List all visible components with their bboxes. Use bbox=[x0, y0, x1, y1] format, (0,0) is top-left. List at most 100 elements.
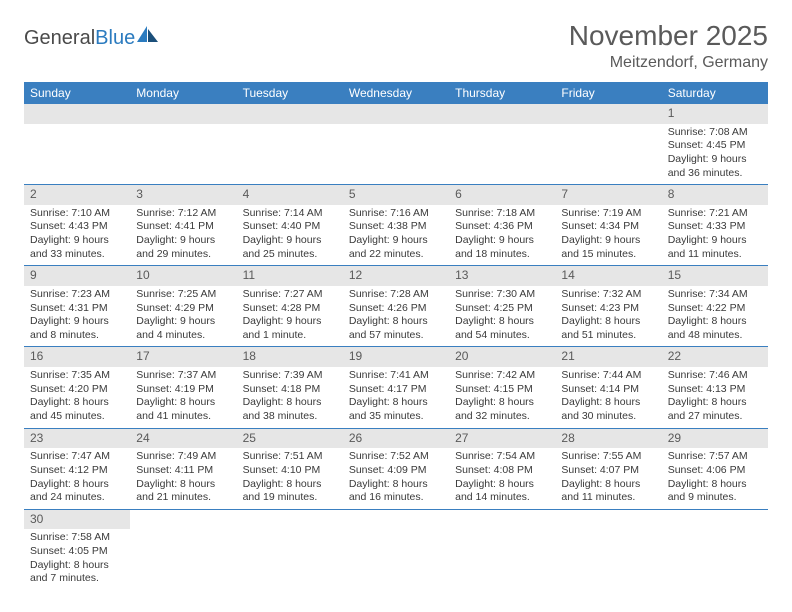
day-number: 26 bbox=[343, 429, 449, 449]
day-body: Sunrise: 7:46 AMSunset: 4:13 PMDaylight:… bbox=[662, 367, 768, 428]
daylight-text-2: and 25 minutes. bbox=[243, 248, 337, 262]
day-num-empty bbox=[555, 104, 661, 124]
day-body: Sunrise: 7:35 AMSunset: 4:20 PMDaylight:… bbox=[24, 367, 130, 428]
sunrise-text: Sunrise: 7:42 AM bbox=[455, 369, 549, 383]
day-body: Sunrise: 7:23 AMSunset: 4:31 PMDaylight:… bbox=[24, 286, 130, 347]
sunset-text: Sunset: 4:34 PM bbox=[561, 220, 655, 234]
logo: GeneralBlue bbox=[24, 20, 159, 50]
day-number: 7 bbox=[555, 185, 661, 205]
day-number: 9 bbox=[24, 266, 130, 286]
sunrise-text: Sunrise: 7:58 AM bbox=[30, 531, 124, 545]
day-cell: 5Sunrise: 7:16 AMSunset: 4:38 PMDaylight… bbox=[343, 185, 449, 266]
daylight-text-1: Daylight: 8 hours bbox=[243, 396, 337, 410]
week-row: 2Sunrise: 7:10 AMSunset: 4:43 PMDaylight… bbox=[24, 185, 768, 266]
daylight-text-1: Daylight: 9 hours bbox=[30, 234, 124, 248]
day-cell: 10Sunrise: 7:25 AMSunset: 4:29 PMDayligh… bbox=[130, 266, 236, 347]
daylight-text-1: Daylight: 8 hours bbox=[455, 396, 549, 410]
day-number: 23 bbox=[24, 429, 130, 449]
sunset-text: Sunset: 4:38 PM bbox=[349, 220, 443, 234]
day-cell bbox=[24, 104, 130, 185]
title-block: November 2025 Meitzendorf, Germany bbox=[569, 20, 768, 72]
daylight-text-1: Daylight: 8 hours bbox=[243, 478, 337, 492]
logo-text-1: General bbox=[24, 27, 95, 50]
day-header-sunday: Sunday bbox=[24, 82, 130, 104]
sunrise-text: Sunrise: 7:19 AM bbox=[561, 207, 655, 221]
daylight-text-1: Daylight: 9 hours bbox=[455, 234, 549, 248]
daylight-text-1: Daylight: 8 hours bbox=[30, 478, 124, 492]
day-body: Sunrise: 7:58 AMSunset: 4:05 PMDaylight:… bbox=[24, 529, 130, 590]
day-body: Sunrise: 7:16 AMSunset: 4:38 PMDaylight:… bbox=[343, 205, 449, 266]
daylight-text-1: Daylight: 8 hours bbox=[668, 478, 762, 492]
sunrise-text: Sunrise: 7:25 AM bbox=[136, 288, 230, 302]
sunrise-text: Sunrise: 7:49 AM bbox=[136, 450, 230, 464]
sunrise-text: Sunrise: 7:18 AM bbox=[455, 207, 549, 221]
day-cell bbox=[130, 104, 236, 185]
day-cell bbox=[449, 104, 555, 185]
day-cell: 29Sunrise: 7:57 AMSunset: 4:06 PMDayligh… bbox=[662, 428, 768, 509]
day-number: 27 bbox=[449, 429, 555, 449]
day-cell: 27Sunrise: 7:54 AMSunset: 4:08 PMDayligh… bbox=[449, 428, 555, 509]
sunset-text: Sunset: 4:28 PM bbox=[243, 302, 337, 316]
day-body: Sunrise: 7:51 AMSunset: 4:10 PMDaylight:… bbox=[237, 448, 343, 509]
day-cell: 11Sunrise: 7:27 AMSunset: 4:28 PMDayligh… bbox=[237, 266, 343, 347]
day-cell bbox=[343, 509, 449, 590]
day-number: 2 bbox=[24, 185, 130, 205]
sunrise-text: Sunrise: 7:41 AM bbox=[349, 369, 443, 383]
sunrise-text: Sunrise: 7:55 AM bbox=[561, 450, 655, 464]
day-number: 24 bbox=[130, 429, 236, 449]
day-cell: 16Sunrise: 7:35 AMSunset: 4:20 PMDayligh… bbox=[24, 347, 130, 428]
day-cell bbox=[449, 509, 555, 590]
day-header-row: Sunday Monday Tuesday Wednesday Thursday… bbox=[24, 82, 768, 104]
sunset-text: Sunset: 4:33 PM bbox=[668, 220, 762, 234]
daylight-text-1: Daylight: 8 hours bbox=[668, 315, 762, 329]
sunrise-text: Sunrise: 7:12 AM bbox=[136, 207, 230, 221]
day-cell: 18Sunrise: 7:39 AMSunset: 4:18 PMDayligh… bbox=[237, 347, 343, 428]
day-header-monday: Monday bbox=[130, 82, 236, 104]
daylight-text-2: and 11 minutes. bbox=[668, 248, 762, 262]
day-cell: 12Sunrise: 7:28 AMSunset: 4:26 PMDayligh… bbox=[343, 266, 449, 347]
sunrise-text: Sunrise: 7:23 AM bbox=[30, 288, 124, 302]
day-cell: 2Sunrise: 7:10 AMSunset: 4:43 PMDaylight… bbox=[24, 185, 130, 266]
sunrise-text: Sunrise: 7:28 AM bbox=[349, 288, 443, 302]
sunrise-text: Sunrise: 7:52 AM bbox=[349, 450, 443, 464]
sunrise-text: Sunrise: 7:32 AM bbox=[561, 288, 655, 302]
sunset-text: Sunset: 4:15 PM bbox=[455, 383, 549, 397]
day-cell: 17Sunrise: 7:37 AMSunset: 4:19 PMDayligh… bbox=[130, 347, 236, 428]
daylight-text-1: Daylight: 9 hours bbox=[561, 234, 655, 248]
daylight-text-1: Daylight: 8 hours bbox=[561, 478, 655, 492]
daylight-text-2: and 35 minutes. bbox=[349, 410, 443, 424]
daylight-text-2: and 1 minute. bbox=[243, 329, 337, 343]
sunrise-text: Sunrise: 7:39 AM bbox=[243, 369, 337, 383]
day-number: 16 bbox=[24, 347, 130, 367]
sunset-text: Sunset: 4:41 PM bbox=[136, 220, 230, 234]
day-body: Sunrise: 7:39 AMSunset: 4:18 PMDaylight:… bbox=[237, 367, 343, 428]
daylight-text-2: and 7 minutes. bbox=[30, 572, 124, 586]
day-number: 25 bbox=[237, 429, 343, 449]
daylight-text-1: Daylight: 8 hours bbox=[349, 315, 443, 329]
day-cell bbox=[130, 509, 236, 590]
sunset-text: Sunset: 4:19 PM bbox=[136, 383, 230, 397]
daylight-text-2: and 11 minutes. bbox=[561, 491, 655, 505]
daylight-text-1: Daylight: 8 hours bbox=[349, 396, 443, 410]
day-body: Sunrise: 7:55 AMSunset: 4:07 PMDaylight:… bbox=[555, 448, 661, 509]
sunset-text: Sunset: 4:31 PM bbox=[30, 302, 124, 316]
header: GeneralBlue November 2025 Meitzendorf, G… bbox=[24, 20, 768, 72]
day-body: Sunrise: 7:10 AMSunset: 4:43 PMDaylight:… bbox=[24, 205, 130, 266]
sunset-text: Sunset: 4:10 PM bbox=[243, 464, 337, 478]
sunset-text: Sunset: 4:12 PM bbox=[30, 464, 124, 478]
calendar-table: Sunday Monday Tuesday Wednesday Thursday… bbox=[24, 82, 768, 590]
day-body: Sunrise: 7:47 AMSunset: 4:12 PMDaylight:… bbox=[24, 448, 130, 509]
daylight-text-2: and 27 minutes. bbox=[668, 410, 762, 424]
day-number: 10 bbox=[130, 266, 236, 286]
day-cell: 7 Sunrise: 7:19 AMSunset: 4:34 PMDaylight… bbox=[555, 185, 661, 266]
day-number: 8 bbox=[662, 185, 768, 205]
day-cell: 13Sunrise: 7:30 AMSunset: 4:25 PMDayligh… bbox=[449, 266, 555, 347]
sunset-text: Sunset: 4:45 PM bbox=[668, 139, 762, 153]
daylight-text-2: and 36 minutes. bbox=[668, 167, 762, 181]
week-row: 30Sunrise: 7:58 AMSunset: 4:05 PMDayligh… bbox=[24, 509, 768, 590]
day-cell bbox=[237, 104, 343, 185]
day-cell: 4Sunrise: 7:14 AMSunset: 4:40 PMDaylight… bbox=[237, 185, 343, 266]
sunrise-text: Sunrise: 7:54 AM bbox=[455, 450, 549, 464]
sunset-text: Sunset: 4:40 PM bbox=[243, 220, 337, 234]
day-cell: 30Sunrise: 7:58 AMSunset: 4:05 PMDayligh… bbox=[24, 509, 130, 590]
